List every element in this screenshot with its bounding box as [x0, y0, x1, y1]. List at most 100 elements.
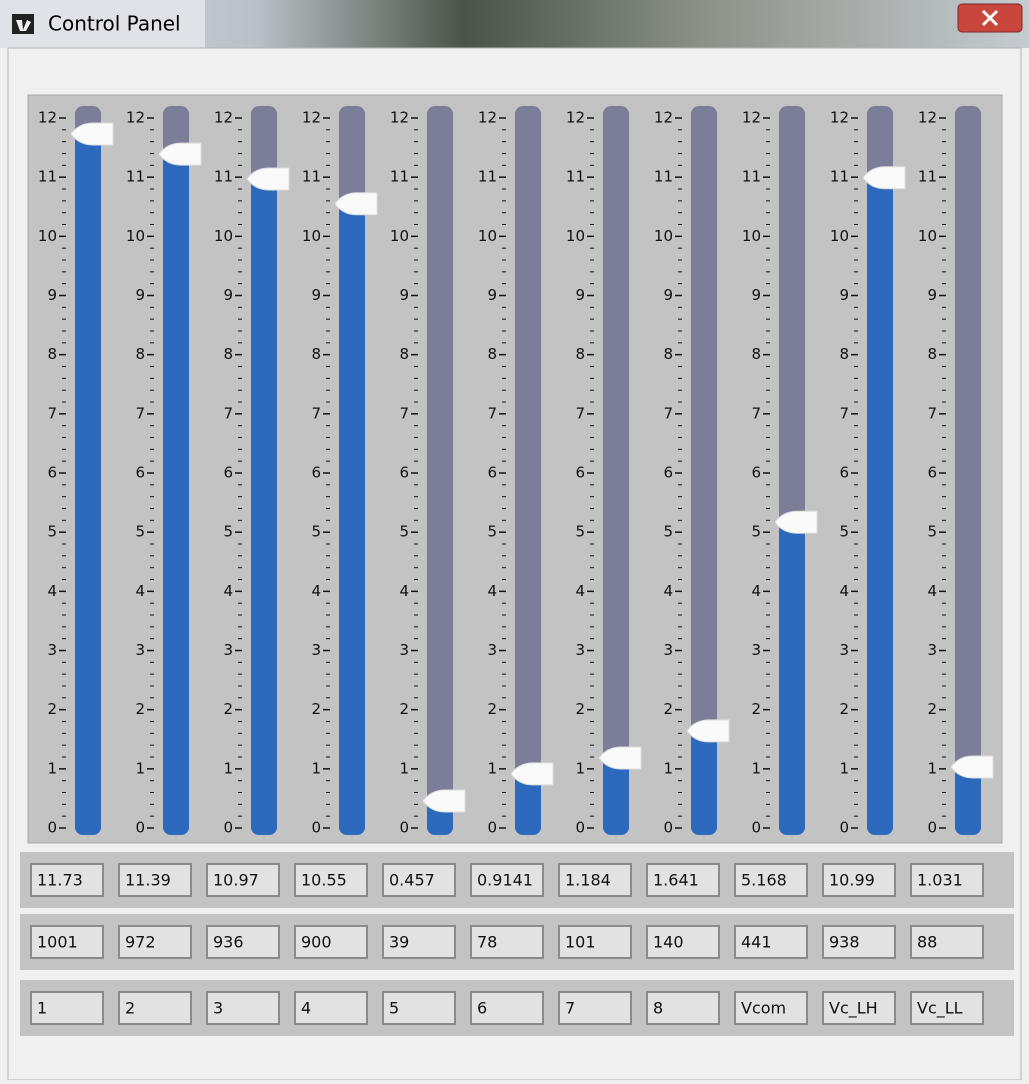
tick-label: 6 — [223, 464, 233, 482]
tick-label: 10 — [126, 227, 145, 245]
slider-thumb — [422, 789, 466, 813]
value-text: 10.97 — [213, 871, 259, 890]
tick-label: 2 — [751, 700, 761, 718]
value-box — [910, 863, 984, 897]
tick-label: 8 — [399, 345, 409, 363]
label-box — [646, 991, 720, 1025]
tick-label: 7 — [663, 404, 673, 422]
tick-label: 5 — [927, 523, 937, 541]
code-text: 900 — [301, 933, 332, 952]
label-box — [822, 991, 896, 1025]
tick-label: 7 — [47, 404, 57, 422]
tick-label: 5 — [223, 523, 233, 541]
tick-label: 7 — [839, 404, 849, 422]
tick-label: 10 — [742, 227, 761, 245]
value-text: 11.39 — [125, 871, 171, 890]
code-text: 936 — [213, 933, 244, 952]
tick-label: 8 — [47, 345, 57, 363]
tick-label: 6 — [487, 464, 497, 482]
value-box — [294, 863, 368, 897]
tick-label: 12 — [38, 109, 57, 127]
tick-label: 10 — [38, 227, 57, 245]
value-box — [734, 863, 808, 897]
tick-label: 0 — [751, 819, 761, 837]
tick-label: 1 — [663, 759, 673, 777]
slider-fill — [779, 522, 805, 835]
tick-label: 3 — [487, 641, 497, 659]
tick-label: 1 — [311, 759, 321, 777]
tick-label: 6 — [135, 464, 145, 482]
tick-label: 11 — [742, 168, 761, 186]
tick-label: 1 — [575, 759, 585, 777]
tick-label: 10 — [918, 227, 937, 245]
value-text: 0.9141 — [477, 871, 533, 890]
tick-label: 5 — [751, 523, 761, 541]
value-text: 1.031 — [917, 871, 963, 890]
code-text: 88 — [917, 933, 937, 952]
tick-label: 8 — [311, 345, 321, 363]
slider-track — [427, 106, 453, 835]
value-text: 10.99 — [829, 871, 875, 890]
tick-label: 9 — [399, 286, 409, 304]
tick-label: 8 — [927, 345, 937, 363]
tick-label: 12 — [302, 109, 321, 127]
tick-label: 7 — [575, 404, 585, 422]
label-box — [206, 991, 280, 1025]
value-text: 5.168 — [741, 871, 787, 890]
value-box — [558, 863, 632, 897]
value-text: 1.641 — [653, 871, 699, 890]
slider-thumb — [246, 167, 290, 191]
tick-label: 9 — [135, 286, 145, 304]
tick-label: 3 — [223, 641, 233, 659]
tick-label: 9 — [487, 286, 497, 304]
tick-label: 10 — [390, 227, 409, 245]
tick-label: 0 — [575, 819, 585, 837]
tick-label: 7 — [399, 404, 409, 422]
tick-label: 4 — [751, 582, 761, 600]
tick-label: 6 — [399, 464, 409, 482]
close-icon — [981, 9, 999, 27]
tick-label: 0 — [223, 819, 233, 837]
tick-label: 2 — [47, 700, 57, 718]
label-text: 8 — [653, 999, 663, 1018]
tick-label: 9 — [927, 286, 937, 304]
slider-thumb — [158, 142, 202, 166]
tick-label: 4 — [927, 582, 937, 600]
tick-label: 0 — [135, 819, 145, 837]
tick-label: 6 — [751, 464, 761, 482]
title-area — [0, 0, 205, 48]
code-box — [558, 925, 632, 959]
tick-label: 7 — [927, 404, 937, 422]
tick-label: 9 — [311, 286, 321, 304]
tick-label: 1 — [399, 759, 409, 777]
value-box — [30, 863, 104, 897]
tick-label: 8 — [223, 345, 233, 363]
tick-label: 11 — [390, 168, 409, 186]
tick-label: 3 — [311, 641, 321, 659]
value-text: 1.184 — [565, 871, 611, 890]
tick-label: 4 — [575, 582, 585, 600]
tick-label: 11 — [830, 168, 849, 186]
tick-label: 0 — [399, 819, 409, 837]
tick-label: 10 — [830, 227, 849, 245]
tick-label: 10 — [654, 227, 673, 245]
tick-label: 12 — [830, 109, 849, 127]
tick-label: 6 — [311, 464, 321, 482]
tick-label: 0 — [47, 819, 57, 837]
code-box — [30, 925, 104, 959]
window-title: Control Panel — [48, 12, 181, 36]
slider-thumb — [774, 510, 818, 534]
slider-thumb — [510, 762, 554, 786]
tick-label: 11 — [38, 168, 57, 186]
tick-label: 4 — [663, 582, 673, 600]
code-box — [118, 925, 192, 959]
tick-label: 5 — [135, 523, 145, 541]
code-text: 140 — [653, 933, 684, 952]
code-text: 938 — [829, 933, 860, 952]
tick-label: 9 — [751, 286, 761, 304]
label-text: 6 — [477, 999, 487, 1018]
tick-label: 5 — [839, 523, 849, 541]
tick-label: 2 — [927, 700, 937, 718]
tick-label: 4 — [399, 582, 409, 600]
tick-label: 3 — [751, 641, 761, 659]
